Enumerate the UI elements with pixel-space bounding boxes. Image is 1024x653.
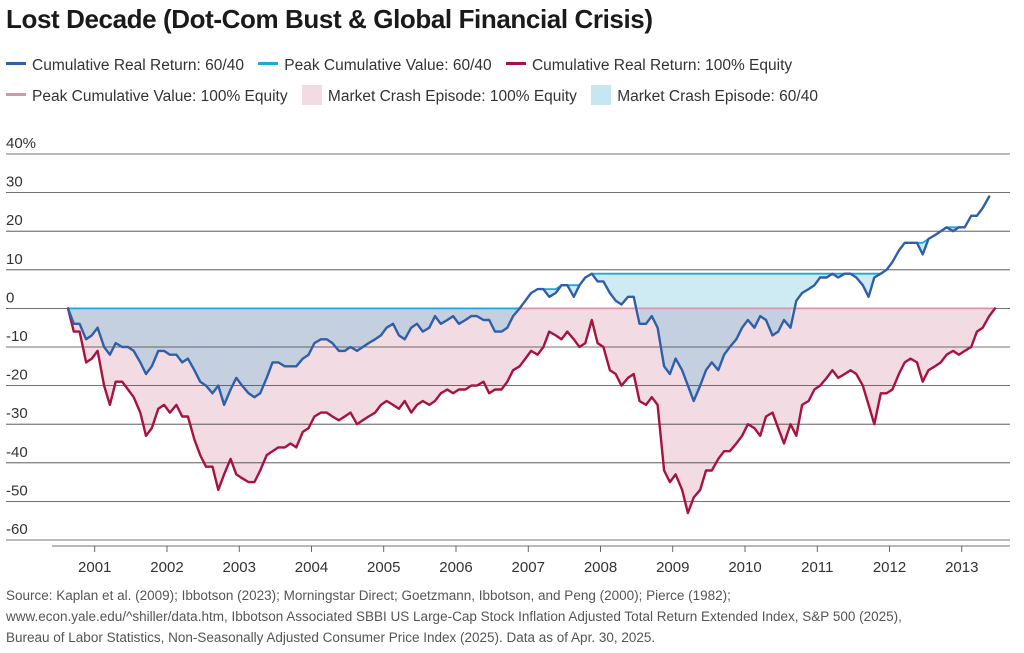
x-tick-label: 2004: [295, 559, 328, 576]
legend-swatch-peak-equity: [6, 93, 26, 97]
legend-swatch-crash-equity: [301, 84, 322, 105]
crash-overlap-dotcom: [68, 308, 520, 405]
legend-swatch-cum-equity: [505, 62, 526, 66]
y-tick-label: -50: [6, 482, 28, 499]
legend-label-crash-6040: Market Crash Episode: 60/40: [617, 88, 818, 105]
legend-label-cum-equity: Cumulative Real Return: 100% Equity: [531, 57, 793, 74]
x-tick-label: 2001: [78, 559, 111, 576]
chart-title: Lost Decade (Dot-Com Bust & Global Finan…: [6, 4, 653, 34]
x-tick-label: 2012: [873, 559, 906, 576]
source-line-1: Source: Kaplan et al. (2009); Ibbotson (…: [6, 588, 731, 603]
legend: Cumulative Real Return: 60/40 Peak Cumul…: [6, 50, 1006, 112]
y-tick-label: 10: [6, 251, 23, 268]
x-tick-label: 2007: [512, 559, 545, 576]
legend-item-crash-6040: Market Crash Episode: 60/40: [591, 84, 818, 105]
series-line-cum-6040: [66, 195, 991, 407]
x-tick-label: 2008: [584, 559, 617, 576]
legend-label-cum-6040: Cumulative Real Return: 60/40: [32, 57, 244, 74]
legend-item-cum-6040: Cumulative Real Return: 60/40: [6, 57, 244, 74]
series-line-cum-equity: [66, 307, 997, 515]
legend-label-crash-equity: Market Crash Episode: 100% Equity: [327, 88, 577, 105]
legend-item-cum-equity: Cumulative Real Return: 100% Equity: [505, 57, 793, 74]
x-tick-label: 2006: [439, 559, 472, 576]
legend-swatch-peak-6040: [258, 62, 279, 66]
y-tick-label: 20: [6, 212, 23, 229]
x-tick-label: 2010: [728, 559, 761, 576]
source-line-3: Bureau of Labor Statistics, Non-Seasonal…: [6, 630, 656, 645]
source-note: Source: Kaplan et al. (2009); Ibbotson (…: [6, 585, 1016, 648]
y-tick-label: 40%: [6, 135, 36, 152]
legend-swatch-cum-6040: [6, 62, 26, 66]
x-tick-label: 2003: [223, 559, 256, 576]
legend-swatch-crash-6040: [591, 84, 612, 105]
x-tick-label: 2011: [801, 559, 833, 576]
x-tick-label: 2005: [367, 559, 400, 576]
y-tick-label: -30: [6, 405, 28, 422]
y-tick-label: -60: [6, 521, 28, 538]
legend-item-peak-6040: Peak Cumulative Value: 60/40: [258, 57, 492, 74]
legend-item-crash-equity: Market Crash Episode: 100% Equity: [301, 84, 577, 105]
legend-item-peak-equity: Peak Cumulative Value: 100% Equity: [6, 88, 288, 105]
source-line-2: www.econ.yale.edu/^shiller/data.htm, Ibb…: [6, 609, 902, 624]
y-tick-label: 0: [6, 289, 14, 306]
y-tick-label: -10: [6, 328, 28, 345]
legend-label-peak-equity: Peak Cumulative Value: 100% Equity: [32, 88, 288, 105]
x-tick-label: 2013: [945, 559, 978, 576]
y-tick-label: 30: [6, 174, 23, 191]
y-tick-label: -40: [6, 444, 28, 461]
crash-overlap-gfc: [639, 308, 791, 401]
x-tick-label: 2009: [656, 559, 689, 576]
x-tick-label: 2002: [150, 559, 183, 576]
series-line-peak-6040: [67, 195, 991, 310]
legend-label-peak-6040: Peak Cumulative Value: 60/40: [284, 57, 492, 74]
y-tick-label: -20: [6, 367, 28, 384]
